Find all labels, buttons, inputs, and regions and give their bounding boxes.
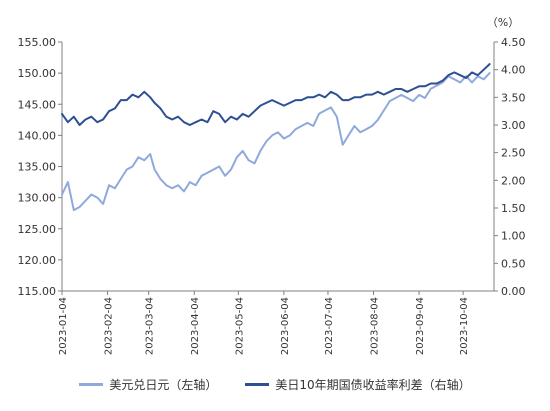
right-axis-unit: （%） xyxy=(487,16,519,29)
y-right-tick-label: 2.50 xyxy=(501,147,526,160)
x-tick-label: 2023-02-04 xyxy=(104,297,115,355)
y-right-tick-label: 3.00 xyxy=(501,119,526,132)
y-right-tick-label: 4.50 xyxy=(501,36,526,49)
y-left-tick-label: 125.00 xyxy=(18,223,57,236)
legend-label-spread: 美日10年期国债收益率利差（右轴） xyxy=(275,377,471,392)
y-right-tick-label: 4.00 xyxy=(501,64,526,77)
y-right-tick-label: 3.50 xyxy=(501,91,526,104)
x-tick-label: 2023-08-04 xyxy=(370,297,381,355)
y-left-tick-label: 135.00 xyxy=(18,161,57,174)
y-right-tick-label: 2.00 xyxy=(501,174,526,187)
legend-item-spread: 美日10年期国债收益率利差（右轴） xyxy=(245,376,471,393)
x-tick-label: 2023-10-04 xyxy=(459,297,470,355)
y-right-tick-label: 0.50 xyxy=(501,257,526,270)
y-left-tick-label: 130.00 xyxy=(18,192,57,205)
series-line-spread xyxy=(61,63,491,126)
y-left-tick-label: 120.00 xyxy=(18,254,57,267)
y-left-tick-label: 150.00 xyxy=(18,67,57,80)
x-tick-label: 2023-06-04 xyxy=(280,297,291,355)
y-left-tick-label: 115.00 xyxy=(18,285,57,298)
series-line-usdjpy xyxy=(61,72,491,212)
legend-item-usdjpy: 美元兑日元（左轴） xyxy=(79,376,217,393)
y-left-tick-label: 145.00 xyxy=(18,98,57,111)
y-right-tick-label: 1.50 xyxy=(501,202,526,215)
x-tick-label: 2023-01-04 xyxy=(58,297,69,355)
x-tick-label: 2023-09-04 xyxy=(415,297,426,355)
y-left-tick-label: 155.00 xyxy=(18,36,57,49)
x-tick-label: 2023-04-04 xyxy=(190,297,201,355)
y-right-tick-label: 1.00 xyxy=(501,230,526,243)
y-right-tick-label: 0.00 xyxy=(501,285,526,298)
legend-swatch-spread xyxy=(245,382,270,386)
legend-swatch-usdjpy xyxy=(79,382,104,386)
legend-label-usdjpy: 美元兑日元（左轴） xyxy=(109,377,218,392)
y-left-tick-label: 140.00 xyxy=(18,129,57,142)
x-tick-label: 2023-07-04 xyxy=(324,297,335,355)
x-tick-label: 2023-05-04 xyxy=(234,297,245,355)
legend: 美元兑日元（左轴） 美日10年期国债收益率利差（右轴） xyxy=(0,374,550,394)
x-tick-label: 2023-03-04 xyxy=(145,297,156,355)
